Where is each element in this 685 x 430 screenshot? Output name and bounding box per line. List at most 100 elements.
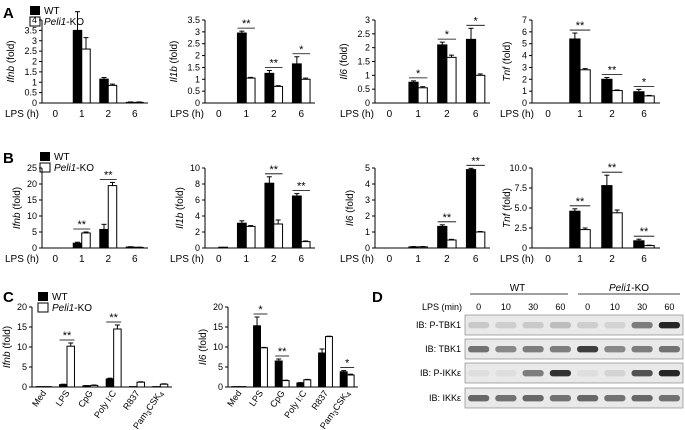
x-tick-label-sub: 3 — [146, 410, 154, 417]
y-tick-label: 0 — [195, 98, 200, 108]
bar-wt — [408, 81, 419, 104]
blot-band — [522, 346, 544, 353]
bar-wt — [296, 382, 305, 388]
blot-group-label: Peli1-KO — [609, 283, 649, 294]
significance-marker: ** — [269, 58, 278, 70]
y-axis-label-unit: (fold) — [175, 187, 186, 213]
y-tick-label: 7 — [522, 15, 527, 25]
legend-a-ko-label: Peli1-KO — [44, 17, 84, 28]
y-axis-label-gene: Ifnb — [12, 212, 23, 229]
chart-b1: 0 5 10 15 20 25 Ifnb (fold) 0 ** 1 ** 2 6 LPS (h) — [5, 163, 148, 265]
legend-b-wt-swatch — [40, 152, 50, 161]
significance-marker: ** — [269, 164, 278, 176]
significance-marker: ** — [77, 219, 86, 231]
significance-marker: ** — [63, 330, 72, 342]
y-tick-label: 1 — [365, 70, 370, 80]
x-tick-label: 0 — [216, 109, 222, 120]
x-tick-label: 6 — [298, 109, 304, 120]
x-axis-label: LPS (h) — [5, 109, 39, 120]
blot-group-name: -KO — [631, 283, 649, 294]
significance-marker: * — [345, 358, 350, 370]
blot-band — [604, 322, 626, 329]
x-tick-label: 2 — [444, 109, 450, 120]
x-tick-label: 0 — [387, 109, 393, 120]
bar-ko — [300, 241, 311, 249]
bar-wt — [465, 169, 477, 249]
x-axis-label: LPS (h) — [340, 109, 374, 120]
y-tick-label: 1 — [522, 86, 527, 96]
blot-band — [658, 370, 680, 377]
bar-wt — [437, 44, 448, 104]
blot-band — [495, 322, 517, 329]
bar-wt — [72, 242, 83, 249]
y-tick-label: 3.5 — [24, 25, 37, 35]
blot-band — [658, 395, 680, 402]
x-tick-label-sub: 4 — [159, 391, 167, 398]
x-tick-label: 1 — [79, 254, 85, 265]
bar-wt — [253, 325, 261, 388]
y-tick-label: 0 — [365, 98, 370, 108]
blot-band — [631, 322, 653, 329]
y-axis-label-unit: (fold) — [169, 41, 180, 67]
bar-wt — [437, 225, 448, 249]
y-tick-label: 3 — [32, 36, 37, 46]
bar-wt — [633, 91, 645, 104]
x-axis-label: LPS (h) — [500, 254, 534, 265]
blot-band — [495, 395, 517, 402]
blot-strip — [464, 387, 684, 409]
chart-c1: 0 5 10 15 20 Ifnb (fold) Med ** LPS CpG ** Poly I:C… — [2, 302, 172, 430]
blot-group-name: WT — [510, 283, 526, 294]
x-tick-label: 1 — [243, 109, 249, 120]
x-tick-label: 6 — [298, 254, 304, 265]
y-tick-label: 0 — [195, 243, 200, 253]
x-tick-label: 6 — [641, 109, 647, 120]
bar-ko — [245, 77, 256, 104]
y-tick-label: 5 — [32, 227, 37, 237]
x-tick-label: 2 — [609, 109, 615, 120]
y-tick-label: 3 — [522, 62, 527, 72]
x-tick-label: 6 — [473, 254, 479, 265]
legend-a-ko-swatch — [29, 16, 41, 27]
blot-lane-time: 30 — [637, 302, 647, 312]
x-tick-label: LPS — [247, 388, 265, 408]
blot-band — [495, 346, 517, 353]
y-axis-label: Il1b (fold) — [169, 41, 180, 83]
y-tick-label: 3.5 — [187, 15, 200, 25]
y-tick-label: 5 — [522, 39, 527, 49]
y-tick-label: 20 — [213, 302, 223, 312]
y-tick-label: 0 — [522, 98, 527, 108]
y-axis-label-unit: (fold) — [6, 40, 17, 66]
bar-ko — [643, 245, 655, 249]
bar-wt — [99, 228, 109, 249]
y-tick-label: 5.0 — [514, 203, 527, 213]
y-axis-label-gene: Il6 — [345, 215, 356, 226]
x-tick-label: 2 — [271, 109, 277, 120]
blot-group-italic: Peli1 — [609, 283, 631, 294]
y-tick-label: 2.5 — [514, 223, 527, 233]
y-axis-label-gene: Tnf — [502, 66, 513, 82]
legend-c-wt-swatch — [38, 292, 48, 301]
x-tick-label: 1 — [577, 109, 583, 120]
blot-band — [604, 370, 626, 377]
y-tick-label: 0 — [32, 98, 37, 108]
y-tick-label: 5 — [22, 362, 27, 372]
significance-marker: ** — [576, 196, 585, 208]
blot-row-label: IB: P-IKKε — [420, 368, 461, 378]
x-tick-label: Med — [225, 388, 243, 408]
panel-label-b: B — [3, 150, 14, 167]
bar-ko — [113, 328, 122, 388]
y-tick-label: 4 — [522, 51, 527, 61]
x-tick-label: Poly I:C — [282, 388, 309, 420]
chart-b4: 0 2.5 5.0 7.5 10.0 Tnf (fold) 0 ** 1 ** 2 ** 6 LPS (h… — [500, 162, 660, 265]
x-axis-label: LPS (h) — [5, 254, 39, 265]
x-tick-label: 1 — [79, 109, 85, 120]
significance-marker: ** — [242, 18, 251, 30]
blot-band — [658, 322, 680, 329]
bar-wt — [601, 78, 613, 104]
x-tick-label: 1 — [415, 254, 421, 265]
blot-band — [631, 346, 653, 353]
bar-ko — [273, 85, 284, 104]
y-tick-label: 6 — [522, 27, 527, 37]
x-tick-label: Med — [30, 388, 48, 408]
bar-ko — [281, 380, 290, 388]
